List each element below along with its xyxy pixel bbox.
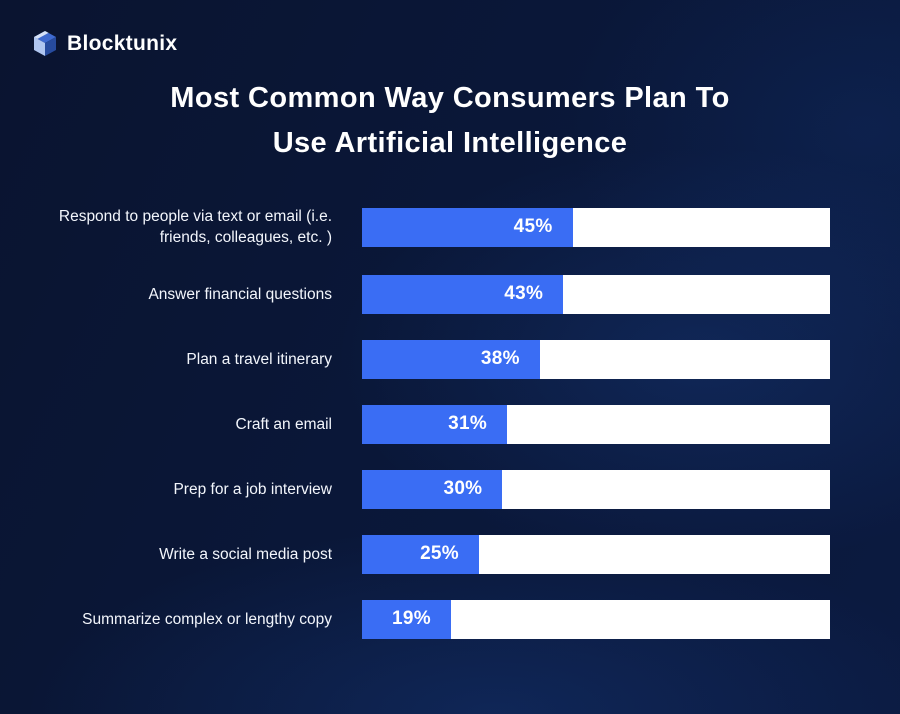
bar-track: 25% — [362, 534, 830, 574]
category-label: Respond to people via text or email (i.e… — [58, 208, 332, 247]
value-label: 25% — [420, 543, 459, 565]
value-label: 19% — [391, 608, 431, 630]
category-label: Plan a travel itinerary — [186, 350, 332, 368]
chart-row: Write a social media post 25% — [58, 534, 830, 574]
chart-row: Answer financial questions 43% — [58, 274, 830, 314]
category-label: Prep for a job interview — [173, 480, 332, 498]
cube-icon — [34, 31, 56, 56]
brand-header: Blocktunix — [0, 0, 900, 58]
chart-title: Most Common Way Consumers Plan To Use Ar… — [0, 76, 900, 166]
bar-track: 38% — [362, 339, 830, 379]
bar-fill: 31% — [362, 404, 508, 444]
chart-row: Summarize complex or lengthy copy 19% — [58, 599, 830, 639]
chart-row: Prep for a job interview 30% — [58, 469, 830, 509]
bar-fill: 25% — [362, 534, 479, 574]
value-label: 43% — [504, 283, 544, 305]
bar-fill: 43% — [362, 274, 564, 314]
bar-track: 30% — [362, 469, 830, 509]
bar-fill: 30% — [362, 469, 503, 509]
chart-title-line2: Use Artificial Intelligence — [272, 127, 628, 159]
category-label: Craft an email — [235, 415, 332, 433]
category-label: Answer financial questions — [148, 285, 332, 303]
bar-track: 31% — [362, 404, 830, 444]
bar-chart: Respond to people via text or email (i.e… — [0, 206, 900, 639]
bar-track: 45% — [362, 207, 830, 247]
value-label: 38% — [480, 348, 520, 370]
value-label: 31% — [448, 413, 488, 435]
category-label: Summarize complex or lengthy copy — [82, 610, 332, 628]
chart-row: Plan a travel itinerary 38% — [58, 339, 830, 379]
category-label: Write a social media post — [159, 545, 332, 563]
chart-title-line1: Most Common Way Consumers Plan To — [170, 82, 730, 114]
brand-name: Blocktunix — [67, 32, 178, 55]
value-label: 45% — [513, 216, 553, 238]
chart-row: Respond to people via text or email (i.e… — [58, 206, 830, 249]
chart-row: Craft an email 31% — [58, 404, 830, 444]
bar-fill: 19% — [362, 599, 451, 639]
bar-fill: 38% — [362, 339, 540, 379]
bar-fill: 45% — [362, 207, 573, 247]
bar-track: 19% — [362, 599, 830, 639]
bar-track: 43% — [362, 274, 830, 314]
value-label: 30% — [443, 478, 483, 500]
